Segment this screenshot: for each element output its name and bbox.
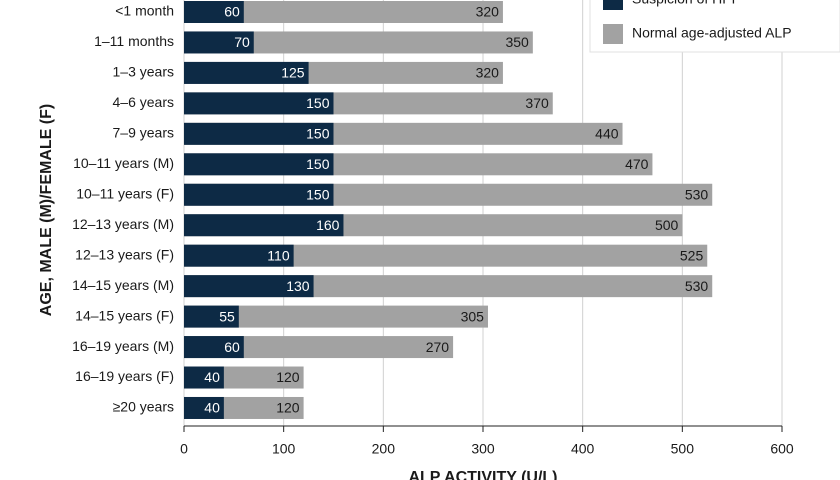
data-label: 320 [476, 65, 500, 81]
bar [184, 396, 224, 419]
data-label: 470 [625, 156, 649, 172]
y-tick-label: 1–11 months [94, 33, 174, 49]
bar [184, 183, 334, 206]
bar [184, 275, 314, 298]
data-label: 120 [276, 369, 300, 385]
data-label: 350 [505, 34, 529, 50]
x-tick-label: 200 [372, 441, 396, 457]
data-label: 110 [267, 247, 290, 263]
x-tick-label: 100 [272, 441, 296, 457]
x-axis-title: ALP ACTIVITY (U/L) [408, 469, 557, 480]
y-tick-label: 12–13 years (M) [72, 216, 174, 232]
legend-box [589, 0, 840, 53]
data-label: 120 [276, 400, 300, 416]
data-label: 150 [306, 156, 330, 172]
bar [184, 92, 334, 115]
y-tick-label: 4–6 years [113, 94, 174, 110]
x-tick-label: 0 [180, 441, 188, 457]
data-label: 150 [306, 186, 330, 202]
data-label: 150 [306, 95, 330, 111]
data-label: 500 [655, 217, 679, 233]
bar [184, 336, 454, 359]
x-tick-label: 500 [671, 441, 695, 457]
data-label: 130 [286, 278, 310, 294]
data-label: 530 [685, 186, 709, 202]
data-label: 55 [219, 308, 235, 324]
y-tick-label: 10–11 years (M) [73, 155, 174, 171]
bar [184, 305, 488, 328]
bar [184, 122, 334, 145]
y-tick-label: 7–9 years [113, 125, 174, 141]
y-tick-label: 1–3 years [113, 64, 174, 80]
bar [184, 366, 224, 389]
x-tick-label: 600 [770, 441, 794, 457]
data-label: 525 [680, 247, 704, 263]
x-tick-label: 400 [571, 441, 595, 457]
bar [184, 153, 334, 176]
bar [184, 244, 708, 267]
bar [184, 244, 294, 267]
data-label: 530 [685, 278, 709, 294]
data-label: 305 [461, 308, 485, 324]
legend-swatch [603, 0, 623, 10]
bar [184, 31, 254, 54]
data-label: 270 [426, 339, 450, 355]
legend-label: Normal age-adjusted ALP [632, 25, 792, 41]
legend-label: Suspicion of HPP [632, 0, 741, 7]
data-label: 320 [476, 4, 500, 20]
data-label: 370 [525, 95, 549, 111]
data-label: 40 [204, 400, 220, 416]
data-label: 160 [316, 217, 340, 233]
data-label: 70 [234, 34, 250, 50]
bar [184, 275, 713, 298]
data-label: 60 [224, 4, 240, 20]
data-label: 440 [595, 126, 619, 142]
data-label: 125 [281, 65, 305, 81]
bar [184, 61, 309, 84]
y-tick-label: <1 month [115, 3, 174, 19]
data-label: 60 [224, 339, 240, 355]
bar [184, 214, 344, 237]
x-tick-label: 300 [471, 441, 495, 457]
y-axis-label: AGE, MALE (M)/FEMALE (F) [38, 104, 55, 316]
data-label: 150 [306, 126, 330, 142]
y-tick-label: ≥20 years [113, 399, 174, 415]
y-tick-label: 16–19 years (F) [75, 368, 174, 384]
legend-swatch [603, 24, 623, 44]
bar [184, 1, 503, 23]
bar [184, 31, 533, 54]
y-tick-label: 16–19 years (M) [72, 338, 174, 354]
bar [184, 305, 239, 328]
y-tick-label: 14–15 years (M) [72, 277, 174, 293]
data-label: 40 [204, 369, 220, 385]
bar [184, 1, 244, 23]
bar [184, 336, 244, 359]
y-tick-label: 10–11 years (F) [76, 185, 174, 201]
y-tick-label: 14–15 years (F) [75, 307, 174, 323]
y-tick-label: 12–13 years (F) [75, 246, 174, 262]
